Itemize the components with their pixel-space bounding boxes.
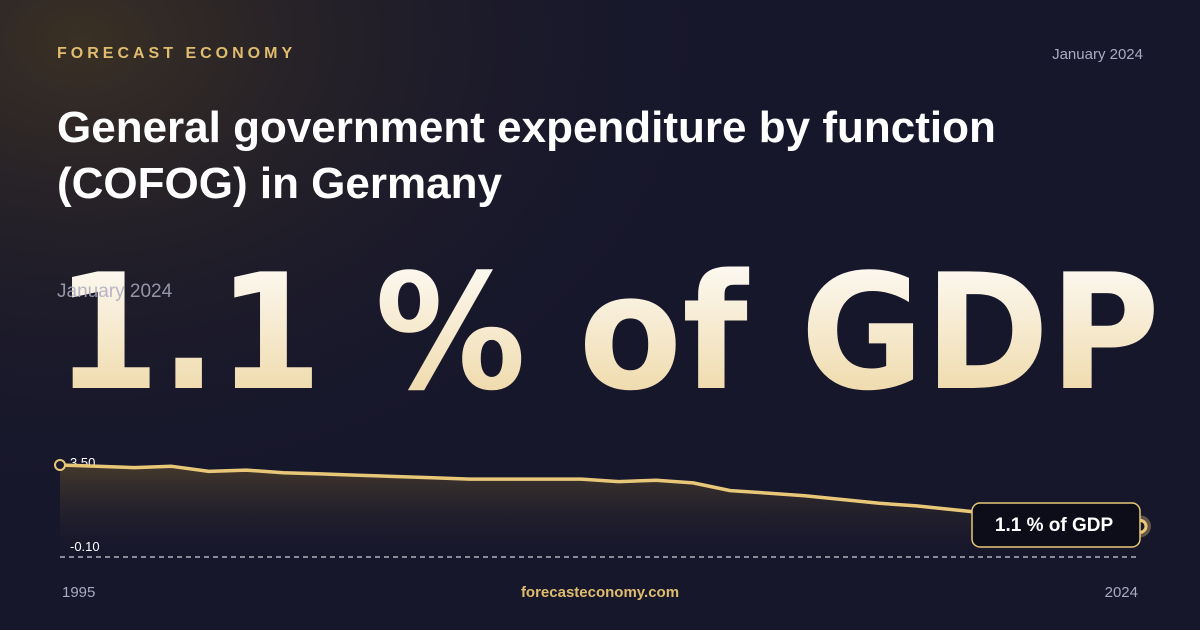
callout-box bbox=[971, 502, 1141, 548]
period-label: January 2024 bbox=[57, 281, 173, 302]
x-tick-label: 1995 bbox=[62, 584, 95, 601]
footer: forecasteconomy.com bbox=[521, 584, 679, 601]
date: January 2024 bbox=[1052, 46, 1143, 63]
y-tick-label: -0.10 bbox=[70, 539, 100, 554]
line bbox=[59, 463, 1141, 529]
brand: FORECAST ECONOMY bbox=[57, 45, 296, 62]
title-line: General government expenditure by functi… bbox=[57, 103, 996, 152]
callout-label: 1.1 % of GDP bbox=[995, 515, 1114, 536]
x-tick-label: 2024 bbox=[1105, 584, 1138, 601]
area-fill bbox=[60, 465, 1140, 557]
start-point bbox=[54, 459, 66, 471]
title-line: (COFOG) in Germany bbox=[57, 159, 502, 208]
headline: 1.1 % of GDP bbox=[55, 239, 1160, 426]
